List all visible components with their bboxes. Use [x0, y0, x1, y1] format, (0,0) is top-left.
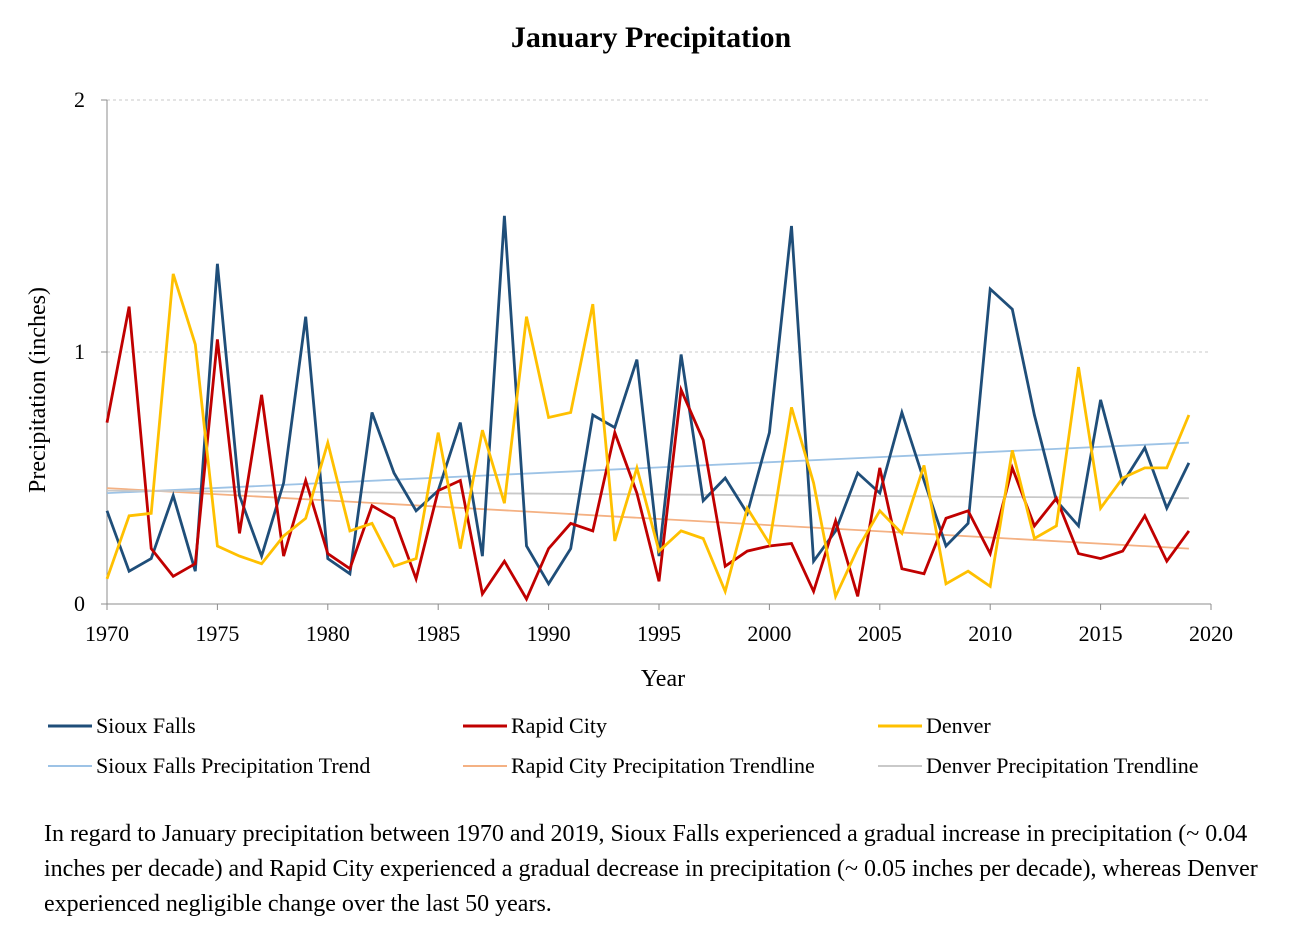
- chart-title: January Precipitation: [511, 21, 792, 54]
- legend-label-rapid-city-precipitation-trendline: Rapid City Precipitation Trendline: [511, 753, 815, 778]
- legend: Sioux Falls Rapid City Denver Sioux Falls P…: [48, 713, 1199, 778]
- legend-label-rapid-city: Rapid City: [511, 713, 607, 738]
- chart: January Precipitation 0 1 2 1970 1975 1980 198…: [25, 21, 1233, 778]
- x-tick-label: 2000: [747, 621, 791, 646]
- legend-label-sioux-falls: Sioux Falls: [96, 713, 196, 738]
- x-tick-label: 2010: [968, 621, 1012, 646]
- x-tick-label: 1970: [85, 621, 129, 646]
- y-tick-label: 1: [74, 339, 85, 364]
- series-line-denver: [105, 273, 1191, 601]
- x-tick-label: 2015: [1079, 621, 1123, 646]
- x-tick-label: 1975: [195, 621, 239, 646]
- series-line-sioux-falls: [105, 215, 1191, 587]
- legend-label-denver: Denver: [926, 713, 991, 738]
- x-tick-label: 2020: [1189, 621, 1233, 646]
- series-line-rapid-city: [105, 306, 1191, 603]
- x-tick-label: 1980: [306, 621, 350, 646]
- x-tick-label: 1990: [527, 621, 571, 646]
- x-axis-label: Year: [641, 666, 685, 692]
- series-line-rapid-city-precipitation-trendline: [106, 487, 1189, 550]
- series-line-denver-precipitation-trendline: [106, 489, 1189, 500]
- x-tick-label: 1995: [637, 621, 681, 646]
- x-tick-label: 1985: [416, 621, 460, 646]
- y-tick-label: 2: [74, 87, 85, 112]
- y-axis-label: Precipitation (inches): [25, 287, 51, 493]
- caption: In regard to January precipitation betwe…: [44, 821, 1258, 917]
- legend-label-sioux-falls-precipitation-trend: Sioux Falls Precipitation Trend: [96, 753, 370, 778]
- legend-label-denver-precipitation-trendline: Denver Precipitation Trendline: [926, 753, 1199, 778]
- y-tick-label: 0: [74, 591, 85, 616]
- x-tick-label: 2005: [858, 621, 902, 646]
